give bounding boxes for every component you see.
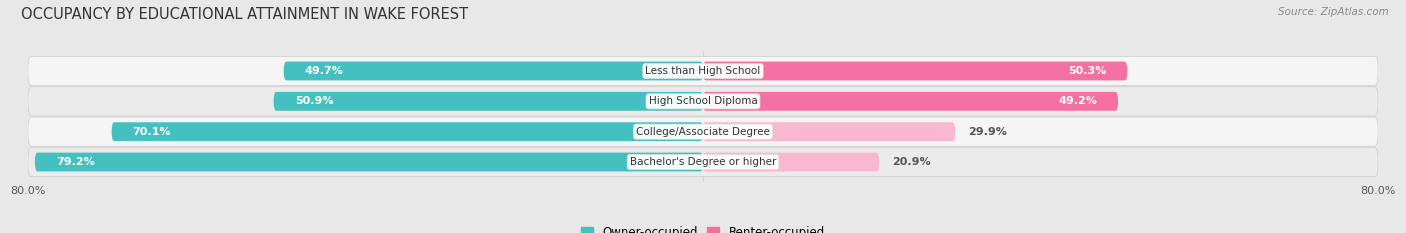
FancyBboxPatch shape [274,92,703,111]
FancyBboxPatch shape [28,117,1378,146]
Text: 29.9%: 29.9% [967,127,1007,137]
Text: 50.3%: 50.3% [1069,66,1107,76]
Text: 50.9%: 50.9% [295,96,333,106]
FancyBboxPatch shape [28,147,1378,177]
Text: Less than High School: Less than High School [645,66,761,76]
Text: Source: ZipAtlas.com: Source: ZipAtlas.com [1278,7,1389,17]
Text: 70.1%: 70.1% [132,127,172,137]
FancyBboxPatch shape [28,87,1378,116]
FancyBboxPatch shape [111,122,703,141]
FancyBboxPatch shape [28,56,1378,86]
FancyBboxPatch shape [703,153,879,171]
Legend: Owner-occupied, Renter-occupied: Owner-occupied, Renter-occupied [576,221,830,233]
Text: Bachelor's Degree or higher: Bachelor's Degree or higher [630,157,776,167]
Text: High School Diploma: High School Diploma [648,96,758,106]
FancyBboxPatch shape [284,62,703,80]
FancyBboxPatch shape [703,122,955,141]
FancyBboxPatch shape [703,92,1118,111]
Text: College/Associate Degree: College/Associate Degree [636,127,770,137]
Text: 20.9%: 20.9% [891,157,931,167]
Text: OCCUPANCY BY EDUCATIONAL ATTAINMENT IN WAKE FOREST: OCCUPANCY BY EDUCATIONAL ATTAINMENT IN W… [21,7,468,22]
FancyBboxPatch shape [703,62,1128,80]
Text: 49.7%: 49.7% [305,66,343,76]
Text: 79.2%: 79.2% [56,157,94,167]
FancyBboxPatch shape [35,153,703,171]
Text: 49.2%: 49.2% [1059,96,1097,106]
